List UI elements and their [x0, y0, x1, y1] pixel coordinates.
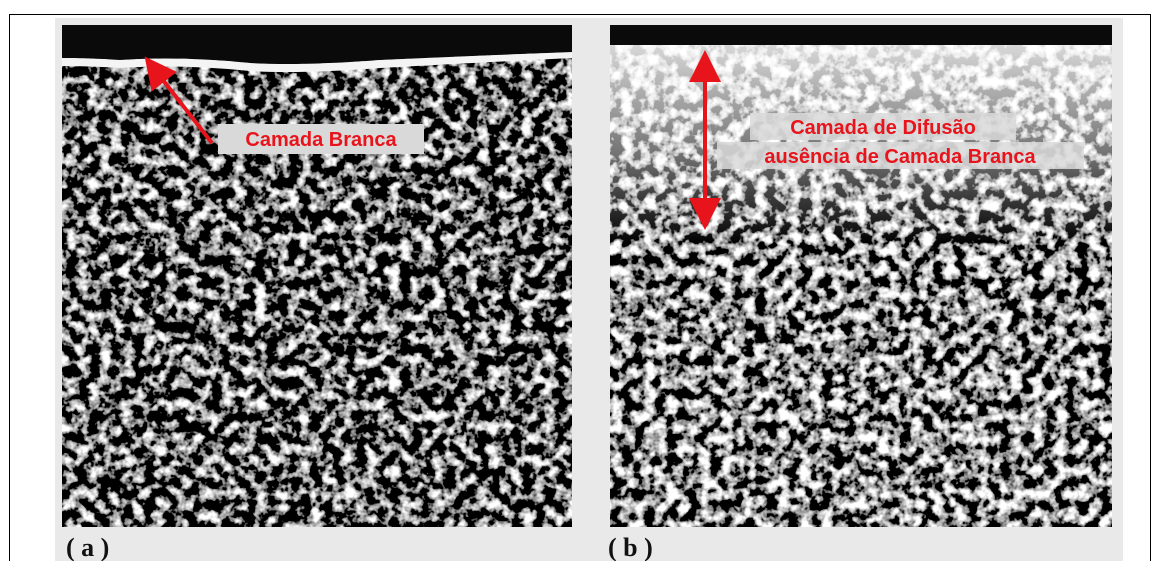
panel-label: ( a ): [66, 533, 109, 561]
annotation: Camada de Difusão: [790, 117, 976, 139]
annotation: Camada Branca: [245, 129, 397, 151]
surface-dark: [610, 25, 1112, 45]
panel-label: ( b ): [608, 533, 653, 561]
texture: [62, 25, 572, 527]
figure: Camada Branca Camada de Difusão ausência…: [0, 0, 1160, 561]
micrograph-b: [610, 25, 1112, 527]
micrograph-a: [62, 25, 572, 527]
annotation: ausência de Camada Branca: [764, 146, 1036, 168]
